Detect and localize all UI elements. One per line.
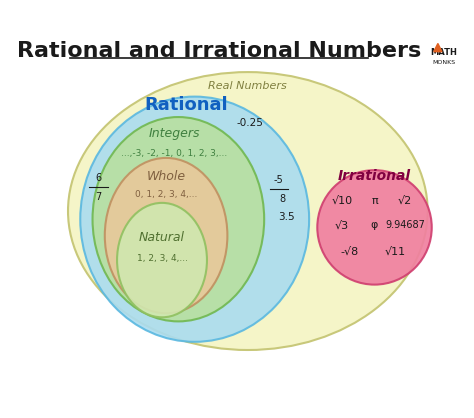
Text: 0, 1, 2, 3, 4,...: 0, 1, 2, 3, 4,... — [135, 190, 197, 199]
Ellipse shape — [92, 117, 264, 321]
Text: φ: φ — [371, 220, 378, 230]
Text: Natural: Natural — [139, 231, 185, 244]
Text: 8: 8 — [280, 194, 286, 204]
Text: -0.25: -0.25 — [237, 118, 264, 128]
Polygon shape — [434, 43, 442, 52]
Ellipse shape — [105, 158, 228, 313]
Text: 3.5: 3.5 — [278, 212, 295, 222]
Text: 9.94687: 9.94687 — [385, 220, 425, 230]
Ellipse shape — [117, 203, 207, 317]
Text: Whole: Whole — [146, 170, 186, 183]
Ellipse shape — [317, 170, 432, 285]
Text: Rational and Irrational Numbers: Rational and Irrational Numbers — [17, 41, 421, 61]
Ellipse shape — [80, 97, 309, 342]
Text: 6: 6 — [96, 173, 102, 184]
Text: Integers: Integers — [148, 127, 200, 140]
Text: 7: 7 — [96, 192, 102, 202]
Text: -5: -5 — [273, 176, 283, 186]
Text: 1, 2, 3, 4,...: 1, 2, 3, 4,... — [137, 254, 188, 263]
Ellipse shape — [68, 72, 428, 350]
Text: π: π — [371, 196, 378, 206]
Text: √10: √10 — [331, 196, 352, 206]
Text: Irrational: Irrational — [338, 169, 411, 184]
Text: √3: √3 — [335, 220, 349, 230]
Text: MATH: MATH — [430, 48, 457, 56]
Text: Rational: Rational — [145, 96, 228, 114]
Text: -√8: -√8 — [341, 247, 359, 257]
Text: MONKS: MONKS — [432, 60, 456, 65]
Text: √2: √2 — [398, 196, 412, 206]
Text: ...,-3, -2, -1, 0, 1, 2, 3,...: ...,-3, -2, -1, 0, 1, 2, 3,... — [121, 149, 228, 158]
Text: Real Numbers: Real Numbers — [209, 82, 287, 92]
Text: √11: √11 — [384, 247, 406, 257]
